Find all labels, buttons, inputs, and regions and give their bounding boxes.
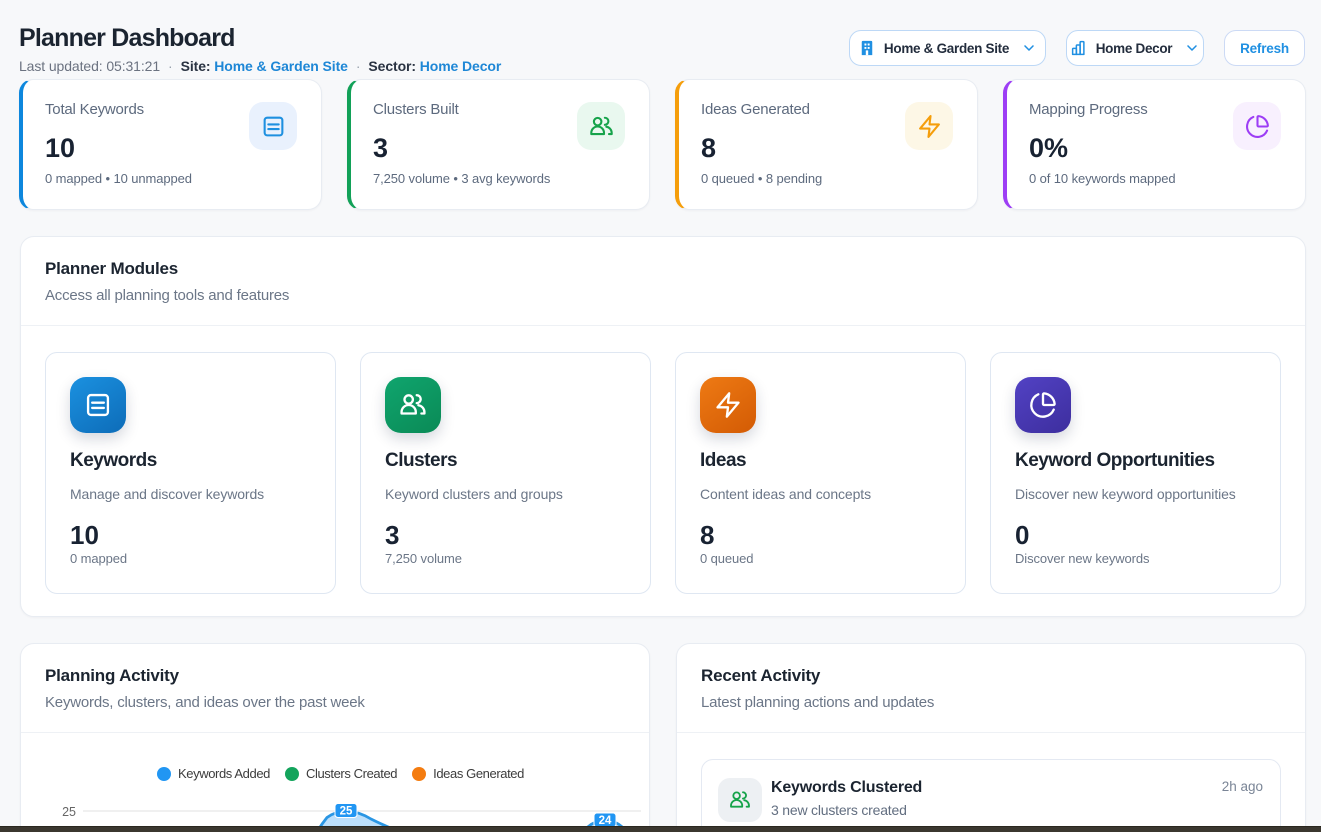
svg-text:25: 25 xyxy=(62,805,76,819)
svg-text:24: 24 xyxy=(599,815,612,827)
svg-text:25: 25 xyxy=(340,806,353,818)
